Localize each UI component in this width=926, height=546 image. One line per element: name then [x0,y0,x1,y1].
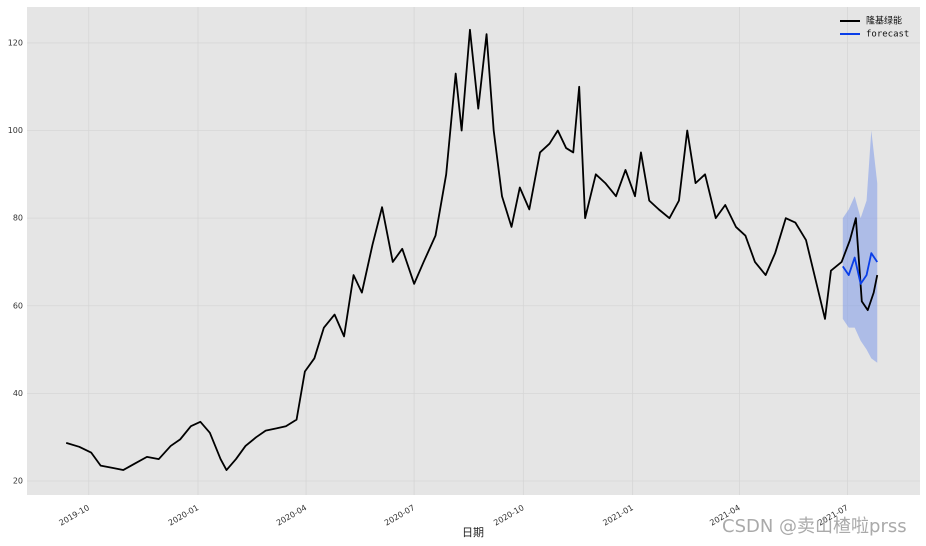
legend-label: forecast [866,30,909,40]
legend-label: 隆基绿能 [866,15,902,27]
x-tick-label: 2020-07 [383,503,416,528]
y-tick-label: 20 [13,476,23,485]
x-tick-label: 2020-04 [275,503,308,528]
x-tick-label: 2020-01 [167,503,200,528]
series-line [65,28,879,471]
marks [65,28,879,471]
x-axis-label: 日期 [462,526,484,539]
y-tick-label: 40 [13,389,23,398]
watermark: CSDN @卖山楂啦prss [722,516,907,537]
y-tick-label: 80 [13,214,23,223]
plot-area [27,7,920,495]
y-tick-label: 60 [13,301,23,310]
y-tick-label: 120 [8,38,23,47]
x-tick-label: 2019-10 [58,503,91,528]
series-line [842,252,878,285]
confidence-band [842,130,878,363]
x-tick-label: 2020-10 [492,503,525,528]
x-tick-label: 2021-01 [601,503,634,528]
y-tick-label: 100 [8,126,23,135]
